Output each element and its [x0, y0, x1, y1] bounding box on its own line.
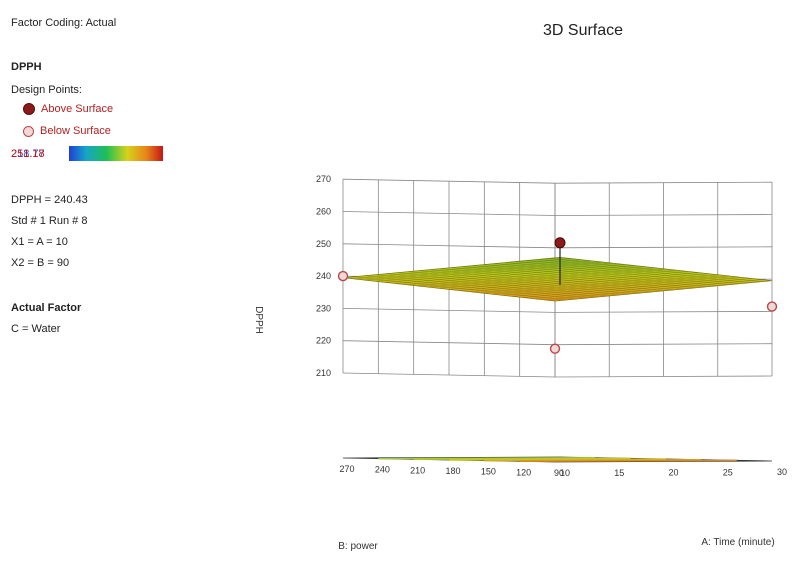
point-x2: X2 = B = 90 — [11, 257, 70, 269]
b-axis-label: B: power — [338, 541, 378, 552]
surface-mesh-line — [406, 264, 624, 285]
b-tick-label: 150 — [481, 467, 496, 477]
point-std-run: Std # 1 Run # 8 — [11, 215, 88, 227]
wall-grid-line — [342, 372, 773, 378]
a-tick-label: 10 — [560, 468, 570, 478]
color-scale-max: 251.18 — [11, 148, 45, 160]
design-points — [337, 237, 778, 354]
a-tick-label: 30 — [777, 467, 787, 477]
z-tick-label: 260 — [316, 207, 331, 217]
color-scale-min: 218.77 — [11, 148, 45, 160]
axis-labels: 210 220 230 240 250 260 270 DPPH 90 120 150 180 210 2… — [253, 174, 787, 552]
factor-coding-label: Factor Coding: Actual — [11, 17, 117, 29]
design-point-below — [337, 270, 349, 282]
actual-factor-title: Actual Factor — [11, 302, 82, 314]
surface-mesh-line — [364, 259, 582, 281]
surface-mesh-line — [427, 266, 645, 288]
surface-mesh-line — [473, 265, 686, 290]
z-axis-label: DPPH — [253, 306, 264, 334]
b-tick-label: 240 — [375, 465, 390, 475]
point-x1: X1 = A = 10 — [11, 236, 68, 248]
design-point-below — [549, 343, 561, 354]
response-surface — [342, 257, 773, 302]
contour-line — [413, 457, 631, 461]
surface-plot: 210 220 230 240 250 260 270 DPPH 90 120 150 180 210 2… — [253, 174, 787, 552]
floor-plane — [342, 456, 773, 463]
wall-grid-line — [342, 340, 773, 346]
surface-mesh-line — [448, 268, 667, 290]
a-tick-label: 15 — [614, 468, 624, 478]
surface-mesh-line — [385, 261, 603, 283]
above-surface-marker-icon — [23, 103, 35, 116]
surface-mesh-line — [438, 267, 656, 289]
b-tick-label: 180 — [445, 466, 460, 476]
above-surface-label: Above Surface — [41, 103, 114, 115]
design-point-above — [554, 237, 566, 249]
surface-mesh-line — [484, 264, 697, 289]
wall-grid-line — [342, 308, 773, 313]
z-tick-label: 210 — [316, 368, 331, 378]
z-tick-label: 230 — [316, 303, 331, 313]
z-tick-label: 220 — [316, 336, 331, 346]
below-surface-marker-icon — [23, 125, 34, 137]
surface-mesh-line — [353, 258, 571, 280]
b-tick-label: 120 — [516, 467, 531, 477]
z-tick-label: 240 — [316, 271, 331, 281]
surface-mesh-line — [549, 258, 762, 282]
a-axis-label: A: Time (minute) — [701, 537, 774, 548]
actual-factor-value: C = Water — [11, 323, 61, 335]
contour-line — [448, 458, 667, 461]
a-tick-label: 20 — [668, 468, 678, 478]
response-name: DPPH — [11, 61, 42, 73]
surface-mesh-line — [417, 265, 635, 287]
b-tick-label: 90 — [554, 468, 564, 478]
z-tick-label: 270 — [316, 174, 331, 184]
surface-mesh-line — [527, 260, 740, 284]
chart-title: 3D Surface — [543, 22, 624, 39]
b-tick-label: 210 — [410, 465, 425, 475]
surface-mesh-line — [494, 263, 707, 288]
contour-line — [519, 459, 737, 463]
design-point-below — [766, 301, 778, 312]
z-tick-label: 250 — [316, 239, 331, 249]
a-tick-label: 25 — [723, 467, 733, 477]
box-walls — [342, 178, 773, 378]
b-tick-label: 270 — [339, 464, 354, 474]
surface-mesh-line — [505, 262, 718, 286]
surface-mesh-line — [374, 260, 592, 282]
contour-line — [484, 458, 702, 462]
wall-grid-line — [342, 211, 773, 216]
surface-mesh-line — [462, 266, 675, 291]
wall-grid-line — [342, 178, 773, 184]
point-value: DPPH = 240.43 — [11, 194, 88, 206]
above-surface-legend: Above Surface — [23, 103, 114, 116]
design-points-label: Design Points: — [11, 84, 82, 96]
contour-line — [378, 456, 596, 460]
surface-mesh-line — [516, 261, 729, 285]
below-surface-legend: Below Surface — [23, 125, 111, 137]
color-scale-bar — [69, 146, 163, 161]
surface-mesh-line — [538, 259, 751, 283]
below-surface-label: Below Surface — [40, 125, 111, 137]
surface-mesh-line — [395, 263, 614, 284]
